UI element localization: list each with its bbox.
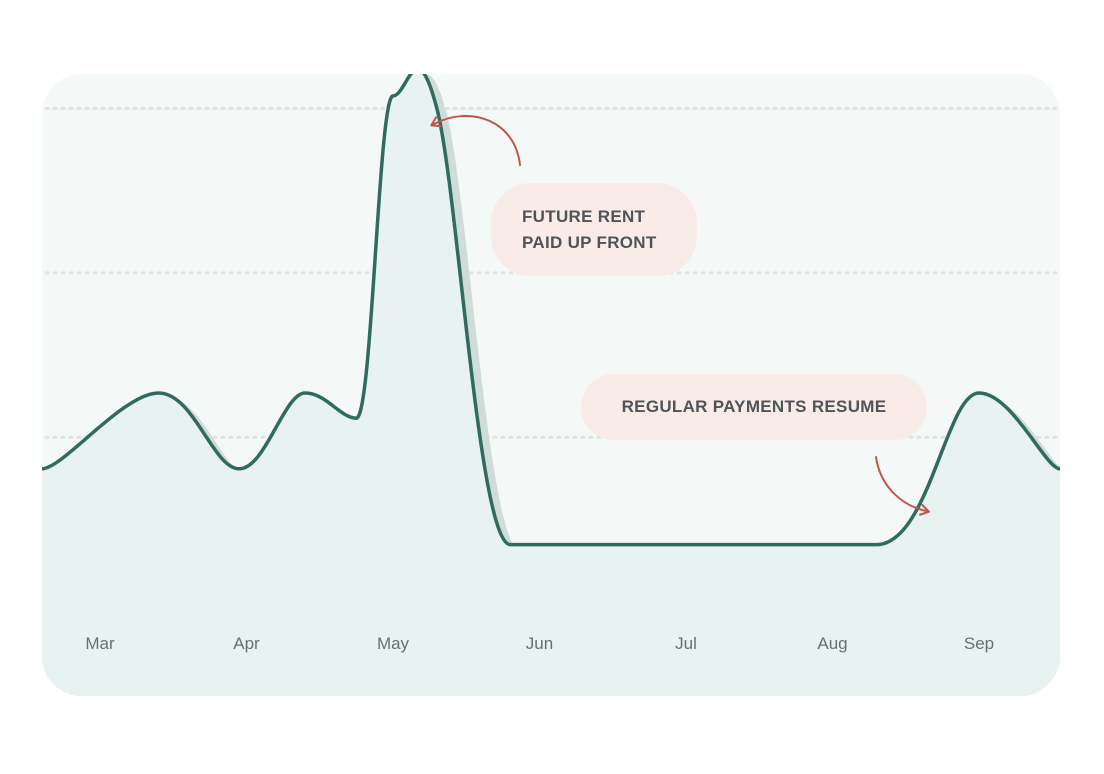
arrow-to-peak — [430, 115, 521, 166]
area-fill — [42, 74, 1060, 696]
callout-future-rent: FUTURE RENT PAID UP FRONT — [491, 183, 697, 276]
x-tick-label-sep: Sep — [964, 634, 994, 653]
x-tick-label-aug: Aug — [817, 634, 847, 653]
x-tick-label-mar: Mar — [85, 634, 115, 653]
callout-future-rent-line-1: FUTURE RENT — [522, 206, 646, 226]
x-tick-label-jun: Jun — [526, 634, 553, 653]
x-tick-label-may: May — [377, 634, 410, 653]
series-line — [42, 74, 1060, 547]
callout-regular-payments: REGULAR PAYMENTS RESUME — [581, 374, 927, 440]
x-tick-label-jul: Jul — [675, 634, 697, 653]
arrow-to-resume — [875, 456, 930, 516]
callout-future-rent-line-2: PAID UP FRONT — [522, 232, 657, 252]
callout-regular-payments-line-1: REGULAR PAYMENTS RESUME — [621, 397, 887, 416]
x-tick-label-apr: Apr — [233, 634, 260, 653]
